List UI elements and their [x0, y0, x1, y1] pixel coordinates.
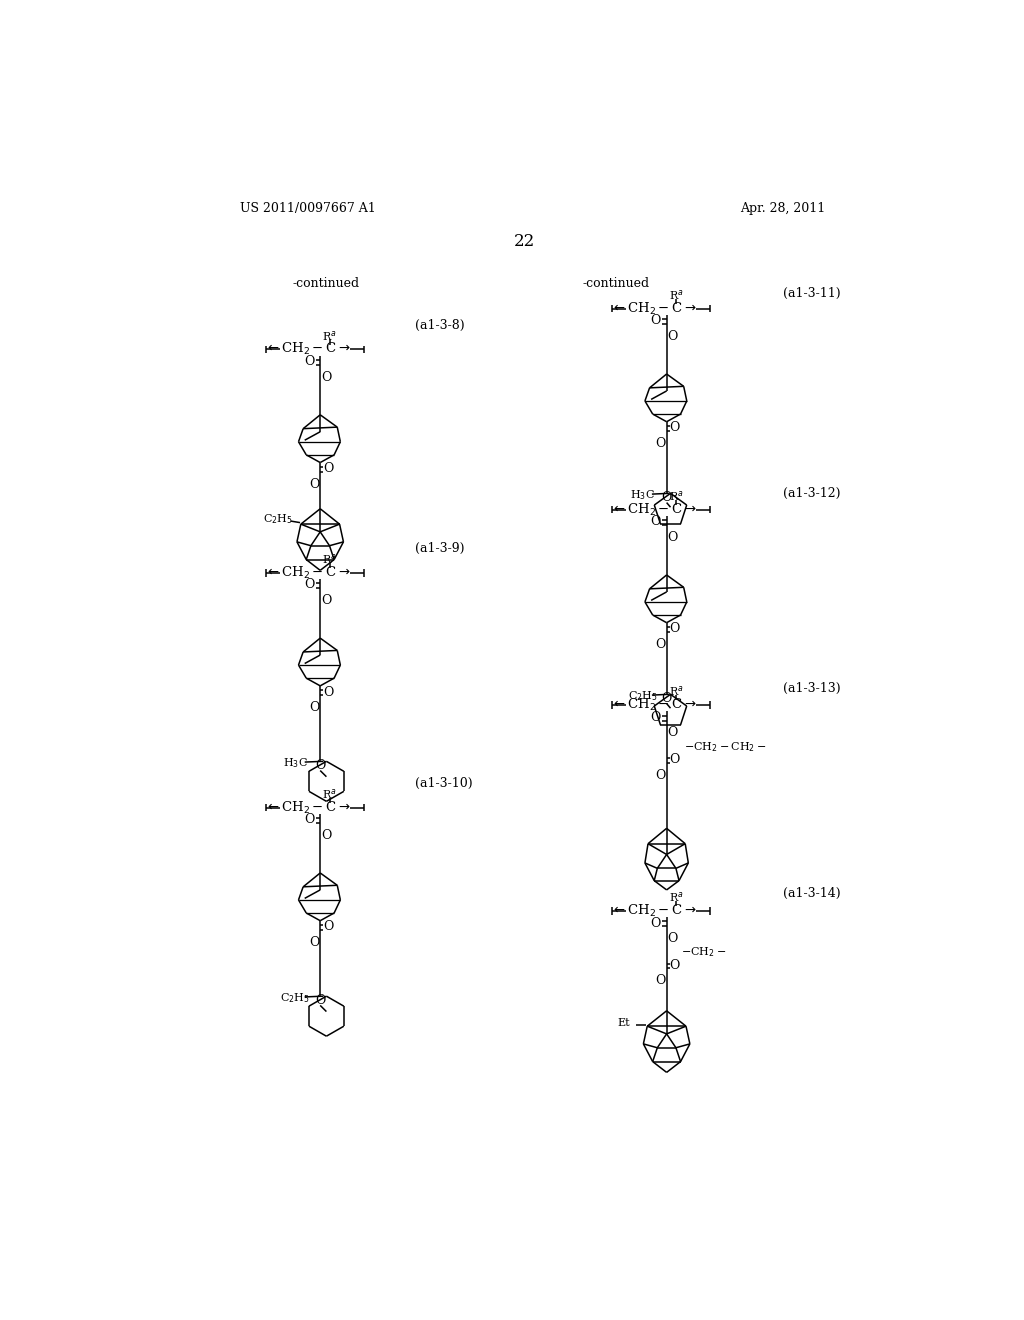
Text: O: O	[309, 478, 319, 491]
Text: O: O	[323, 920, 333, 933]
Text: R$^a$: R$^a$	[669, 684, 683, 698]
Text: O: O	[650, 711, 660, 723]
Text: 22: 22	[514, 234, 536, 249]
Text: O: O	[655, 974, 666, 987]
Text: C$_2$H$_5$: C$_2$H$_5$	[281, 991, 310, 1005]
Text: $\leftarrow$CH$_2-$C$\rightarrow$: $\leftarrow$CH$_2-$C$\rightarrow$	[611, 502, 697, 517]
Text: O: O	[322, 829, 332, 842]
Text: O: O	[315, 759, 326, 772]
Text: O: O	[662, 491, 672, 504]
Text: $-$CH$_2-$CH$_2-$: $-$CH$_2-$CH$_2-$	[684, 739, 766, 754]
Text: O: O	[670, 622, 680, 635]
Text: O: O	[668, 330, 678, 343]
Text: R$^a$: R$^a$	[323, 552, 337, 566]
Text: $\leftarrow$CH$_2-$C$\rightarrow$: $\leftarrow$CH$_2-$C$\rightarrow$	[265, 800, 350, 816]
Text: R$^a$: R$^a$	[323, 787, 337, 801]
Text: O: O	[650, 515, 660, 528]
Text: O: O	[315, 994, 326, 1007]
Text: O: O	[304, 813, 314, 826]
Text: $\leftarrow$CH$_2-$C$\rightarrow$: $\leftarrow$CH$_2-$C$\rightarrow$	[265, 565, 350, 581]
Text: O: O	[670, 958, 680, 972]
Text: O: O	[650, 314, 660, 327]
Text: O: O	[322, 594, 332, 607]
Text: (a1-3-13): (a1-3-13)	[783, 681, 841, 694]
Text: $-$CH$_2-$: $-$CH$_2-$	[681, 945, 726, 960]
Text: US 2011/0097667 A1: US 2011/0097667 A1	[241, 202, 376, 215]
Text: -continued: -continued	[583, 277, 650, 289]
Text: C$_2$H$_5$: C$_2$H$_5$	[628, 689, 657, 702]
Text: (a1-3-9): (a1-3-9)	[415, 543, 464, 556]
Text: (a1-3-11): (a1-3-11)	[783, 286, 841, 300]
Text: O: O	[309, 936, 319, 949]
Text: O: O	[655, 437, 666, 450]
Text: O: O	[668, 531, 678, 544]
Text: $\leftarrow$CH$_2-$C$\rightarrow$: $\leftarrow$CH$_2-$C$\rightarrow$	[611, 301, 697, 317]
Text: O: O	[323, 685, 333, 698]
Text: -continued: -continued	[292, 277, 359, 289]
Text: $\leftarrow$CH$_2-$C$\rightarrow$: $\leftarrow$CH$_2-$C$\rightarrow$	[611, 697, 697, 713]
Text: O: O	[323, 462, 333, 475]
Text: R$^a$: R$^a$	[669, 890, 683, 904]
Text: Apr. 28, 2011: Apr. 28, 2011	[740, 202, 825, 215]
Text: O: O	[655, 768, 666, 781]
Text: $\leftarrow$CH$_2-$C$\rightarrow$: $\leftarrow$CH$_2-$C$\rightarrow$	[265, 342, 350, 358]
Text: O: O	[668, 932, 678, 945]
Text: R$^a$: R$^a$	[323, 329, 337, 342]
Text: O: O	[309, 701, 319, 714]
Text: (a1-3-12): (a1-3-12)	[783, 487, 841, 500]
Text: C$_2$H$_5$: C$_2$H$_5$	[262, 512, 293, 525]
Text: O: O	[304, 355, 314, 368]
Text: O: O	[304, 578, 314, 591]
Text: H$_3$C: H$_3$C	[630, 488, 655, 502]
Text: O: O	[655, 638, 666, 651]
Text: O: O	[322, 371, 332, 384]
Text: O: O	[670, 421, 680, 434]
Text: O: O	[662, 693, 672, 705]
Text: R$^a$: R$^a$	[669, 288, 683, 302]
Text: O: O	[670, 754, 680, 767]
Text: Et: Et	[617, 1018, 631, 1028]
Text: R$^a$: R$^a$	[669, 488, 683, 503]
Text: (a1-3-10): (a1-3-10)	[415, 777, 472, 791]
Text: O: O	[650, 916, 660, 929]
Text: (a1-3-8): (a1-3-8)	[415, 319, 464, 333]
Text: (a1-3-14): (a1-3-14)	[783, 887, 841, 900]
Text: $\leftarrow$CH$_2-$C$\rightarrow$: $\leftarrow$CH$_2-$C$\rightarrow$	[611, 903, 697, 919]
Text: H$_3$C: H$_3$C	[283, 756, 308, 770]
Text: O: O	[668, 726, 678, 739]
